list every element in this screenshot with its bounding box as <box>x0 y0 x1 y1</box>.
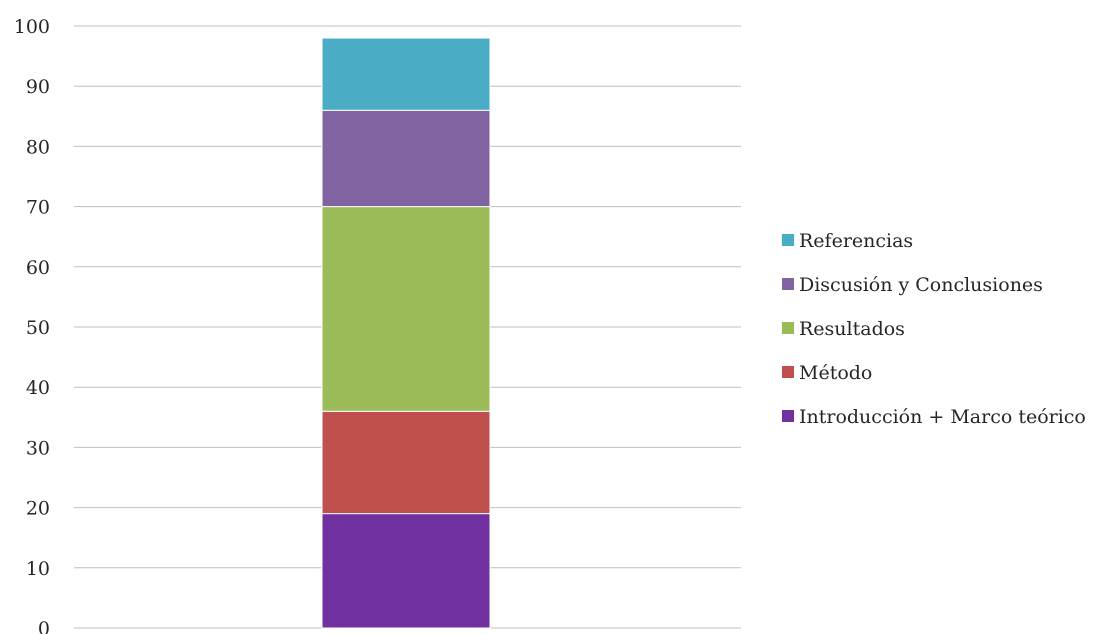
y-tick-label: 70 <box>26 197 50 219</box>
legend-label: Discusión y Conclusiones <box>799 274 1043 296</box>
legend-label: Introducción + Marco teórico <box>799 406 1086 428</box>
bar-segment-referencias <box>321 37 491 111</box>
legend: Referencias Discusión y Conclusiones Resul… <box>782 230 1086 428</box>
legend-label: Referencias <box>799 230 913 252</box>
y-tick-label: 10 <box>26 558 50 580</box>
bar-segment-discusi-n-y-conclusiones <box>321 109 491 208</box>
legend-swatch <box>782 366 794 378</box>
y-tick-label: 30 <box>26 437 50 459</box>
legend-label: Resultados <box>799 318 905 340</box>
y-tick-label: 50 <box>26 317 50 339</box>
y-tick-label: 0 <box>38 618 50 634</box>
legend-swatch <box>782 410 794 422</box>
bar-segment-resultados <box>321 206 491 412</box>
y-tick-label: 20 <box>26 498 50 520</box>
bar-segment-m-todo <box>321 410 491 515</box>
legend-label: Método <box>799 362 872 384</box>
y-tick-label: 100 <box>14 16 50 38</box>
bar-segments <box>321 37 491 629</box>
y-tick-label: 80 <box>26 136 50 158</box>
y-axis-tick-labels: 0 10 20 30 40 50 60 70 80 90 100 <box>14 16 50 634</box>
legend-swatch <box>782 234 794 246</box>
y-tick-label: 90 <box>26 76 50 98</box>
bar-segment-introducci-n-marco-te-rico <box>321 513 491 629</box>
legend-swatch <box>782 278 794 290</box>
legend-swatch <box>782 322 794 334</box>
y-tick-label: 40 <box>26 377 50 399</box>
y-tick-label: 60 <box>26 257 50 279</box>
